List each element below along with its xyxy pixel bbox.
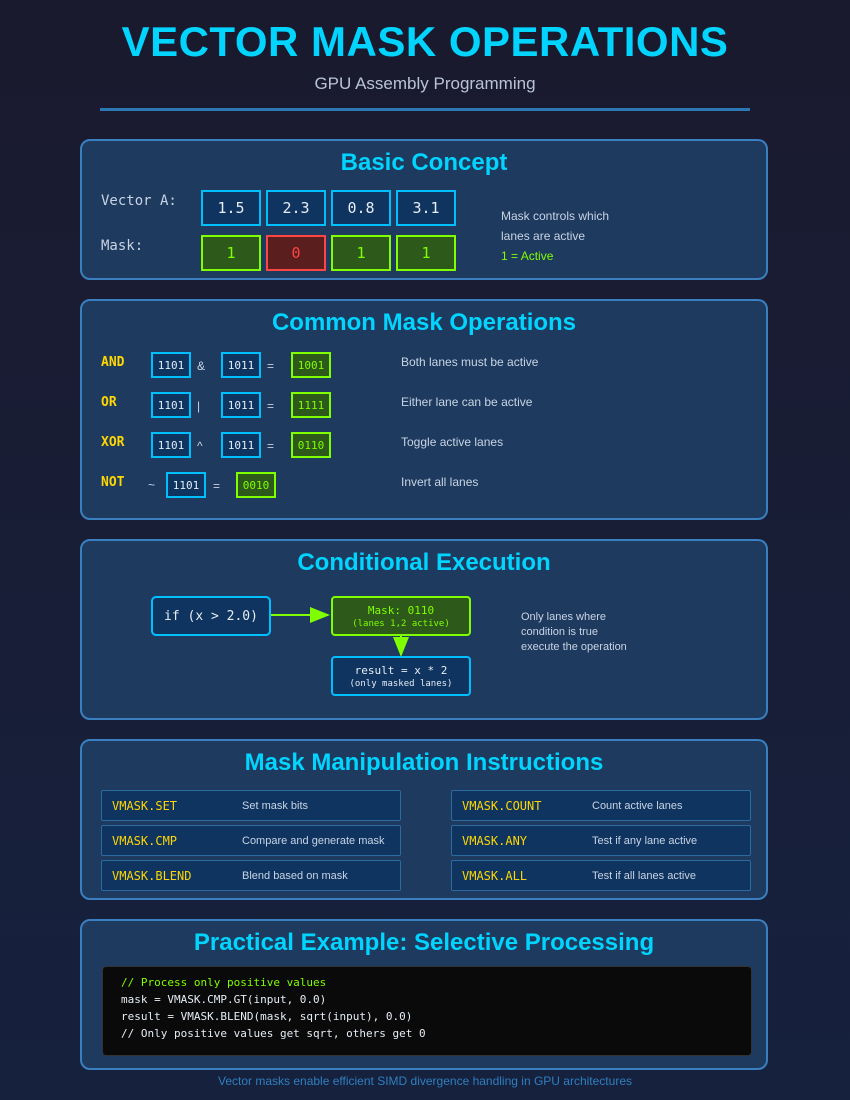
code-block: // Process only positive values mask = V… (102, 966, 752, 1056)
mask-result-text: Mask: 0110 (367, 603, 435, 617)
op-and-result: 1001 (291, 352, 331, 378)
operation-subtext: (only masked lanes) (349, 678, 453, 689)
instr-desc: Compare and generate mask (242, 835, 385, 847)
op-or-desc: Either lane can be active (401, 395, 533, 409)
example-title: Practical Example: Selective Processing (193, 929, 655, 956)
instr-name: VMASK.ANY (462, 834, 528, 848)
condition-text: if (x > 2.0) (164, 608, 258, 624)
instr-name: VMASK.SET (112, 799, 178, 813)
op-and-desc: Both lanes must be active (401, 355, 539, 369)
conditional-note-line-2: condition is true (521, 626, 599, 638)
conditional-note-line-3: execute the operation (521, 641, 627, 653)
conditional-note-line-1: Only lanes where (521, 611, 606, 623)
op-xor-result: 0110 (291, 432, 331, 458)
mask-lane-3: 1 (396, 235, 456, 271)
instr-vmask-set: VMASK.SET Set mask bits (101, 790, 401, 821)
operation-text: result = x * 2 (354, 663, 448, 677)
op-or-operand-b: 1011 (221, 392, 261, 418)
op-and-label: AND (101, 355, 125, 370)
op-and-operand-a: 1101 (151, 352, 191, 378)
operation-box: result = x * 2 (only masked lanes) (331, 656, 471, 696)
conditional-title: Conditional Execution (297, 549, 551, 576)
mask-lane-0: 1 (201, 235, 261, 271)
instructions-title: Mask Manipulation Instructions (244, 749, 604, 776)
op-not-operand: 1101 (166, 472, 206, 498)
op-or-symbol: | (197, 399, 201, 413)
mask-label: Mask: (101, 238, 144, 254)
instr-desc: Test if all lanes active (592, 870, 696, 882)
op-and-equals: = (267, 359, 275, 373)
op-xor-symbol: ^ (197, 439, 203, 453)
title-divider (100, 108, 750, 111)
basic-concept-title: Basic Concept (340, 149, 508, 176)
mask-note-line-1: Mask controls which (501, 209, 610, 223)
instr-desc: Count active lanes (592, 800, 683, 812)
instr-desc: Blend based on mask (242, 870, 348, 882)
condition-box: if (x > 2.0) (151, 596, 271, 636)
instr-desc: Set mask bits (242, 800, 309, 812)
op-or-result: 1111 (291, 392, 331, 418)
mask-note-line-2: lanes are active (501, 229, 586, 243)
instr-name: VMASK.BLEND (112, 869, 192, 883)
page-subtitle: GPU Assembly Programming (314, 74, 536, 93)
conditional-panel: Conditional Execution if (x > 2.0) Mask:… (80, 539, 768, 720)
code-line-3: result = VMASK.BLEND(mask, sqrt(input), … (121, 1010, 413, 1023)
op-xor-operand-a: 1101 (151, 432, 191, 458)
vector-lane-3: 3.1 (396, 190, 456, 226)
common-ops-panel: Common Mask Operations AND 1101 & 1011 =… (80, 299, 768, 520)
op-or-equals: = (267, 399, 275, 413)
footer-note: Vector masks enable efficient SIMD diver… (218, 1074, 632, 1088)
basic-concept-panel: Basic Concept Vector A: Mask: 1.5 2.3 0.… (80, 139, 768, 280)
mask-result-subtext: (lanes 1,2 active) (352, 618, 450, 629)
op-xor-operand-b: 1011 (221, 432, 261, 458)
flow-arrows (271, 607, 409, 657)
op-not-label: NOT (101, 475, 125, 490)
instr-vmask-count: VMASK.COUNT Count active lanes (451, 790, 751, 821)
code-line-4: // Only positive values get sqrt, others… (121, 1027, 426, 1040)
instr-vmask-blend: VMASK.BLEND Blend based on mask (101, 860, 401, 891)
op-and-symbol: & (197, 359, 206, 373)
op-not-result: 0010 (236, 472, 276, 498)
vector-lane-1: 2.3 (266, 190, 326, 226)
instr-name: VMASK.COUNT (462, 799, 542, 813)
example-panel: Practical Example: Selective Processing … (80, 919, 768, 1070)
vector-lane-0: 1.5 (201, 190, 261, 226)
op-xor-desc: Toggle active lanes (401, 435, 504, 449)
instr-vmask-cmp: VMASK.CMP Compare and generate mask (101, 825, 401, 856)
op-not-symbol: ~ (148, 478, 156, 492)
instr-name: VMASK.CMP (112, 834, 178, 848)
op-or-operand-a: 1101 (151, 392, 191, 418)
mask-lane-1: 0 (266, 235, 326, 271)
vector-a-label: Vector A: (101, 193, 177, 209)
op-xor-label: XOR (101, 435, 125, 450)
instr-desc: Test if any lane active (592, 835, 698, 847)
op-not-equals: = (213, 479, 221, 493)
mask-result-box: Mask: 0110 (lanes 1,2 active) (331, 596, 471, 636)
op-xor-equals: = (267, 439, 275, 453)
mask-lane-2: 1 (331, 235, 391, 271)
code-line-1: // Process only positive values (121, 976, 327, 989)
page-title: VECTOR MASK OPERATIONS (121, 18, 729, 65)
op-not-desc: Invert all lanes (401, 475, 479, 489)
instructions-panel: Mask Manipulation Instructions VMASK.SET… (80, 739, 768, 900)
op-or-label: OR (101, 395, 117, 410)
common-ops-title: Common Mask Operations (271, 309, 577, 336)
mask-note-active: 1 = Active (501, 249, 554, 263)
vector-lane-2: 0.8 (331, 190, 391, 226)
code-line-2: mask = VMASK.CMP.GT(input, 0.0) (121, 993, 327, 1006)
instr-vmask-any: VMASK.ANY Test if any lane active (451, 825, 751, 856)
instr-vmask-all: VMASK.ALL Test if all lanes active (451, 860, 751, 891)
instr-name: VMASK.ALL (462, 869, 528, 883)
op-and-operand-b: 1011 (221, 352, 261, 378)
